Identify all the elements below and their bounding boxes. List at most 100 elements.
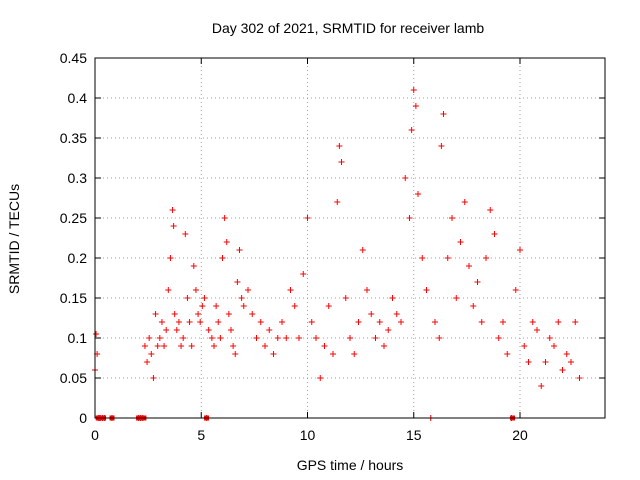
data-point: [173, 327, 180, 333]
data-point: [487, 207, 494, 213]
x-tick-label: 10: [300, 427, 316, 443]
data-point: [188, 343, 195, 349]
data-point: [517, 247, 523, 253]
data-point: [551, 343, 557, 349]
y-tick-label: 0.4: [68, 90, 88, 106]
data-point: [262, 343, 268, 349]
plot-frame: [94, 57, 606, 419]
data-point: [453, 295, 460, 301]
data-point: [440, 111, 447, 117]
data-point: [150, 375, 157, 381]
data-point: [438, 143, 445, 149]
data-point: [478, 319, 485, 325]
x-tick-label: 15: [406, 427, 422, 443]
data-point: [195, 311, 202, 317]
data-point: [169, 207, 176, 213]
data-point: [308, 319, 315, 325]
x-axis: 0 5 10 15 20: [91, 58, 528, 443]
y-tick-label: 0.2: [68, 250, 88, 266]
data-point: [334, 199, 341, 205]
data-point: [304, 215, 311, 221]
data-point: [568, 359, 574, 365]
data-point: [402, 175, 409, 181]
data-point: [317, 375, 324, 381]
data-point: [576, 375, 583, 381]
data-point: [215, 319, 222, 325]
data-point: [542, 359, 549, 365]
data-point: [364, 287, 370, 293]
data-point: [449, 215, 455, 221]
data-point: [148, 351, 155, 357]
y-axis-title: SRMTID / TECUs: [6, 184, 22, 294]
data-point: [385, 327, 392, 333]
data-point: [474, 279, 481, 285]
data-point: [410, 87, 417, 93]
data-point: [538, 383, 545, 389]
data-point: [154, 343, 161, 349]
data-point: [529, 319, 536, 325]
y-tick-label: 0: [79, 410, 87, 426]
data-point: [521, 343, 528, 349]
data-point: [287, 287, 294, 293]
data-point: [415, 191, 421, 197]
data-point: [336, 143, 343, 149]
data-point: [483, 255, 489, 261]
data-point: [190, 263, 197, 269]
data-point: [253, 335, 260, 341]
data-point: [347, 335, 353, 341]
data-point: [572, 319, 579, 325]
data-point: [389, 295, 396, 301]
data-point: [376, 319, 383, 325]
data-point: [436, 335, 443, 341]
data-point: [228, 327, 234, 333]
y-tick-label: 0.35: [60, 130, 87, 146]
data-point: [238, 295, 245, 301]
data-point: [342, 295, 349, 301]
grid-lines: [95, 58, 605, 418]
data-point: [144, 359, 151, 365]
data-point: [156, 335, 163, 341]
data-point: [184, 295, 191, 301]
y-tick-label: 0.05: [60, 370, 87, 386]
data-point: [230, 343, 237, 349]
data-point: [283, 335, 290, 341]
data-point: [249, 311, 256, 317]
data-point: [330, 351, 336, 357]
data-point: [178, 343, 185, 349]
data-point: [504, 351, 511, 357]
data-point: [525, 359, 532, 365]
data-point: [559, 367, 566, 373]
data-point: [338, 159, 345, 165]
y-tick-label: 0.3: [68, 170, 88, 186]
data-point: [236, 247, 243, 253]
data-point: [381, 343, 387, 349]
data-point: [398, 319, 404, 325]
data-point: [225, 311, 232, 317]
data-point: [221, 215, 228, 221]
data-point: [423, 287, 430, 293]
data-point: [274, 335, 281, 341]
data-point: [495, 335, 502, 341]
data-point: [167, 255, 174, 261]
chart-title: Day 302 of 2021, SRMTID for receiver lam…: [212, 20, 485, 36]
data-point: [461, 199, 468, 205]
data-point: [171, 311, 178, 317]
data-point: [393, 311, 400, 317]
data-point: [219, 255, 226, 261]
data-point: [279, 319, 285, 325]
data-point: [208, 335, 215, 341]
data-point: [351, 351, 358, 357]
data-point: [199, 303, 206, 309]
data-points: [92, 87, 583, 421]
data-point: [546, 335, 553, 341]
data-point: [245, 287, 251, 293]
data-point: [163, 327, 170, 333]
data-point: [182, 231, 189, 237]
data-point: [223, 239, 230, 245]
data-point: [234, 279, 241, 285]
data-point: [457, 239, 464, 245]
data-point: [359, 247, 366, 253]
data-point: [152, 311, 159, 317]
data-point: [368, 311, 375, 317]
